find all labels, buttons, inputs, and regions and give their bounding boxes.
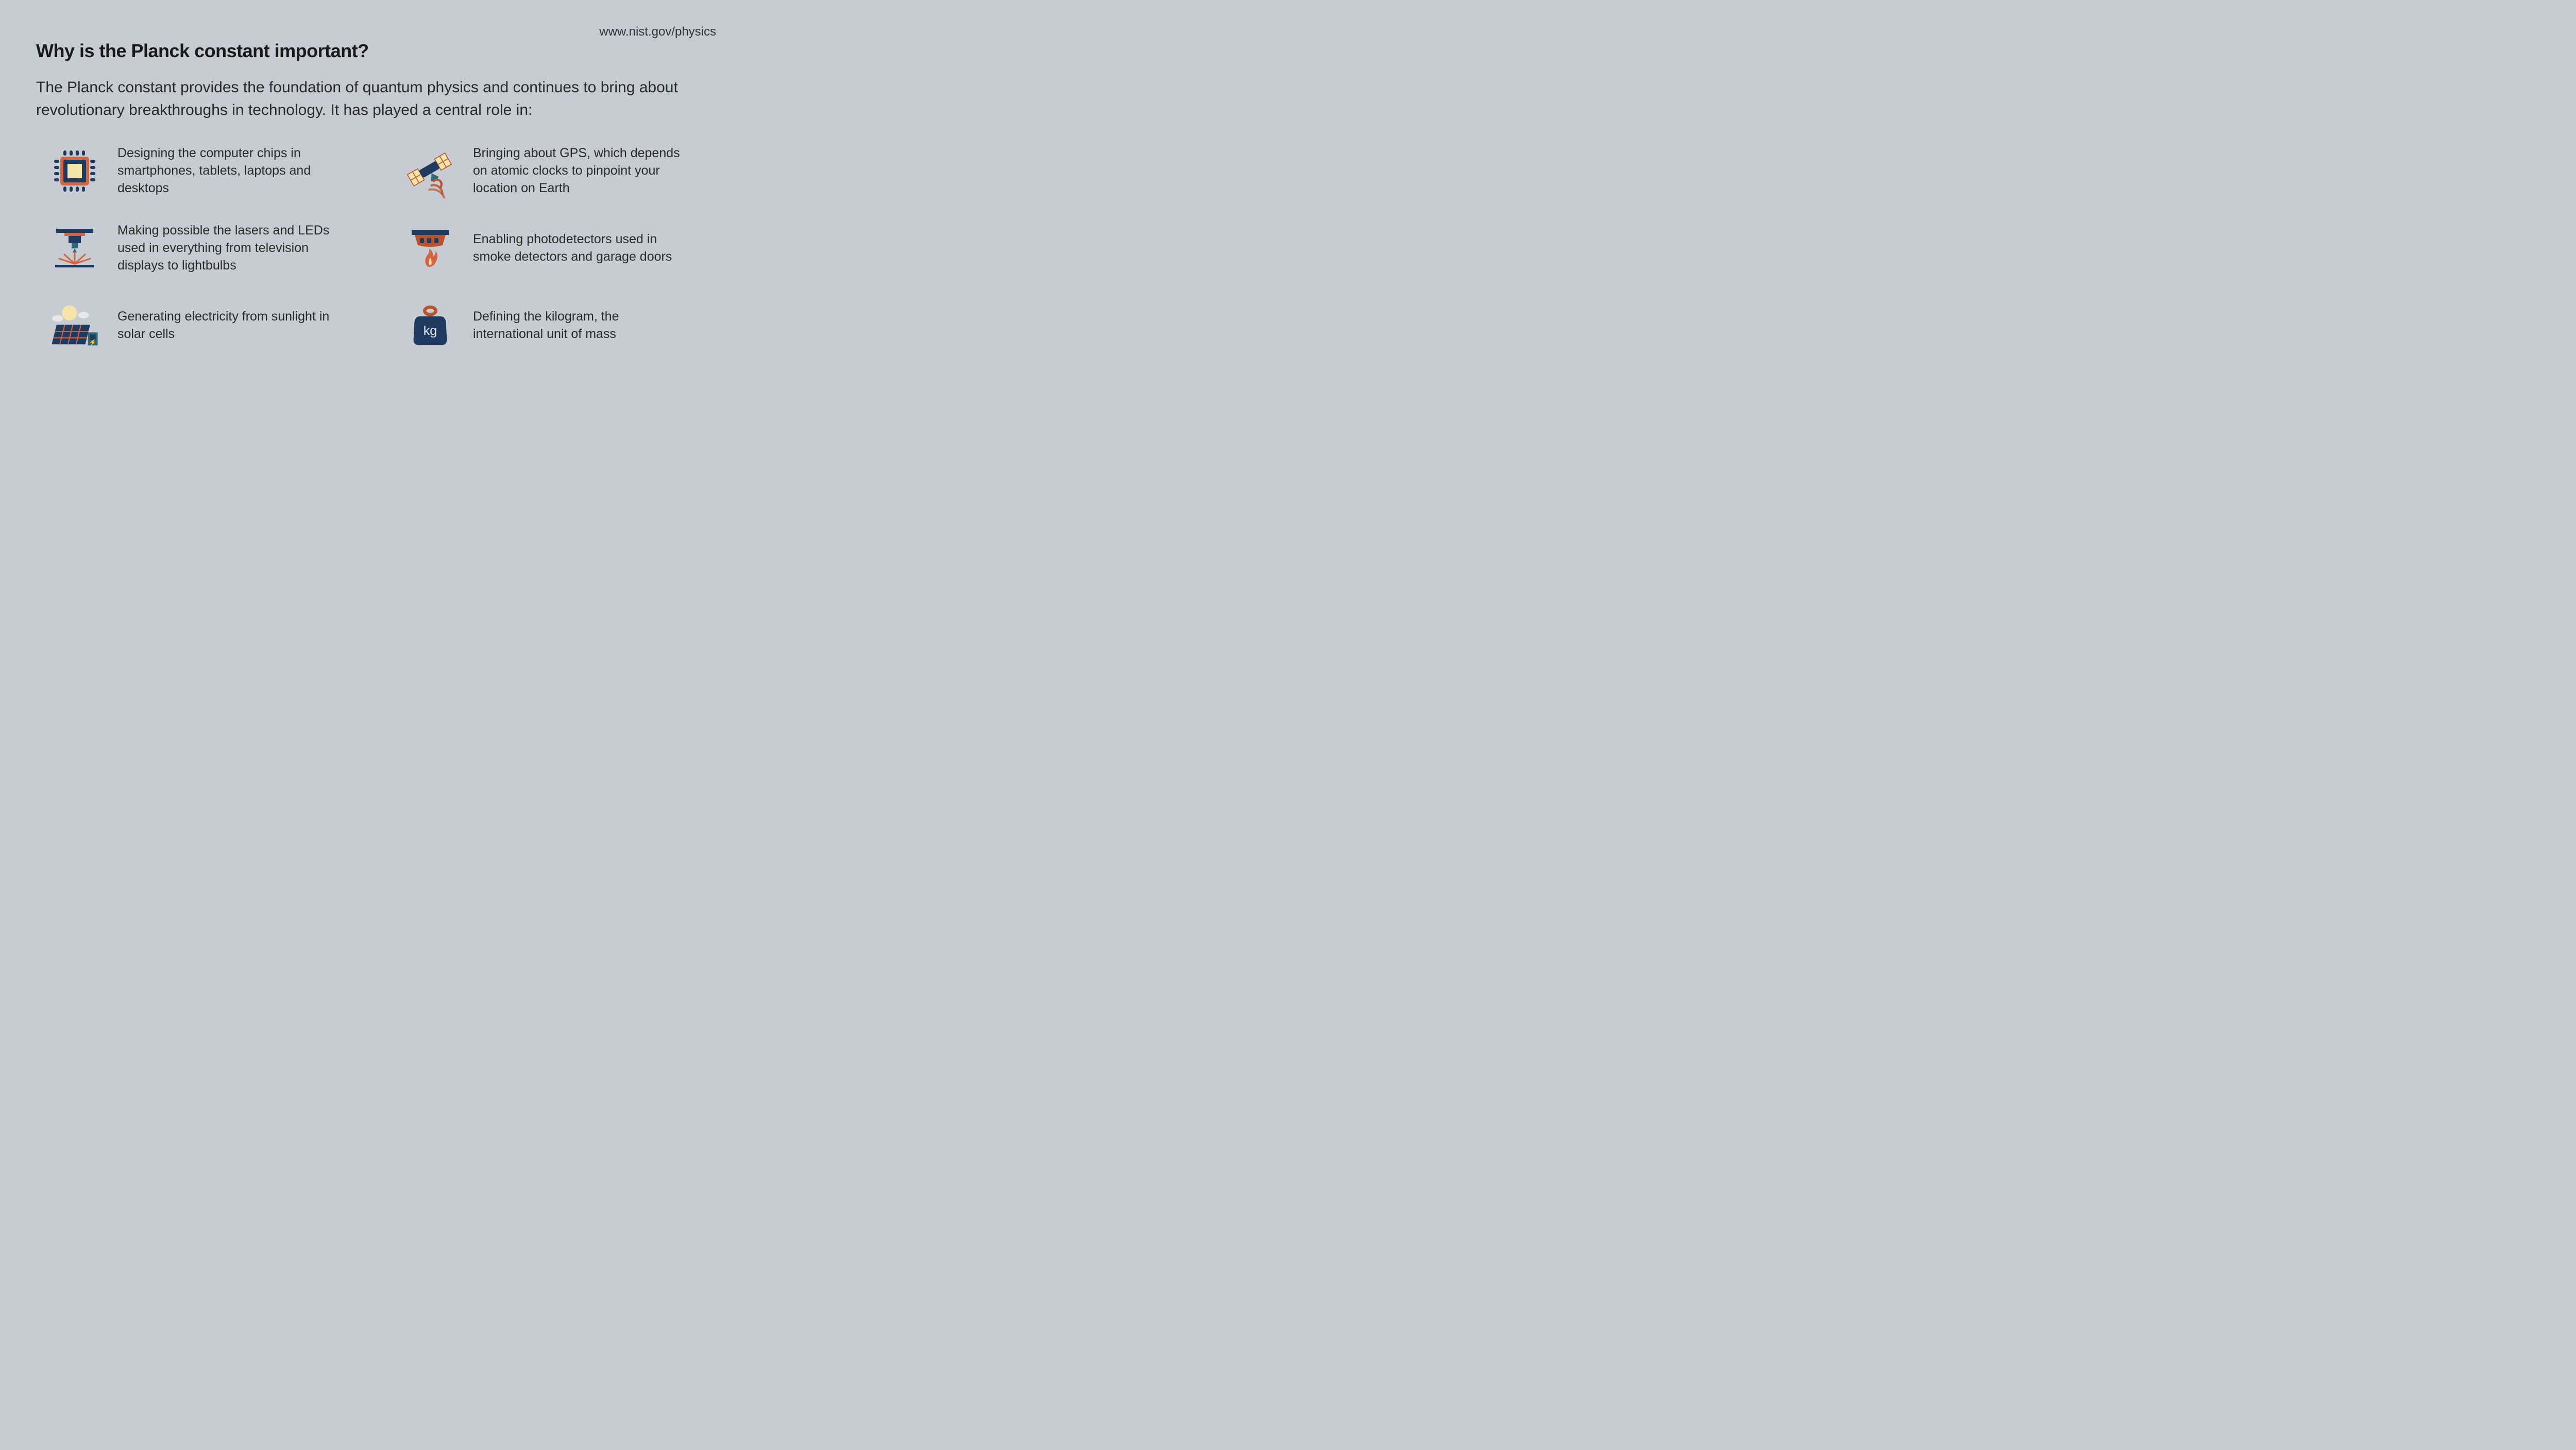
page-title: Why is the Planck constant important? xyxy=(36,40,726,62)
intro-paragraph: The Planck constant provides the foundat… xyxy=(36,76,726,121)
item-chip: Designing the computer chips in smartpho… xyxy=(46,143,371,199)
items-grid: Designing the computer chips in smartpho… xyxy=(36,143,726,354)
kilogram-icon: kg xyxy=(402,297,459,354)
item-text: Making possible the lasers and LEDs used… xyxy=(117,222,334,274)
item-laser: Making possible the lasers and LEDs used… xyxy=(46,220,371,277)
smoke-detector-icon xyxy=(402,220,459,277)
solar-icon: ⚡ xyxy=(46,297,103,354)
svg-text:⚡: ⚡ xyxy=(89,339,96,346)
item-text: Enabling photodetectors used in smoke de… xyxy=(473,231,689,266)
item-text: Generating electricity from sunlight in … xyxy=(117,308,334,343)
item-text: Defining the kilogram, the international… xyxy=(473,308,689,343)
item-text: Designing the computer chips in smartpho… xyxy=(117,145,334,197)
item-solar: ⚡ Generating electricity from sunlight i… xyxy=(46,297,371,354)
laser-icon xyxy=(46,220,103,277)
svg-text:kg: kg xyxy=(423,324,437,338)
satellite-icon xyxy=(402,143,459,199)
chip-icon xyxy=(46,143,103,199)
item-satellite: Bringing about GPS, which depends on ato… xyxy=(402,143,726,199)
item-smoke-detector: Enabling photodetectors used in smoke de… xyxy=(402,220,726,277)
item-text: Bringing about GPS, which depends on ato… xyxy=(473,145,689,197)
item-kilogram: kg Defining the kilogram, the internatio… xyxy=(402,297,726,354)
source-url: www.nist.gov/physics xyxy=(599,25,716,39)
